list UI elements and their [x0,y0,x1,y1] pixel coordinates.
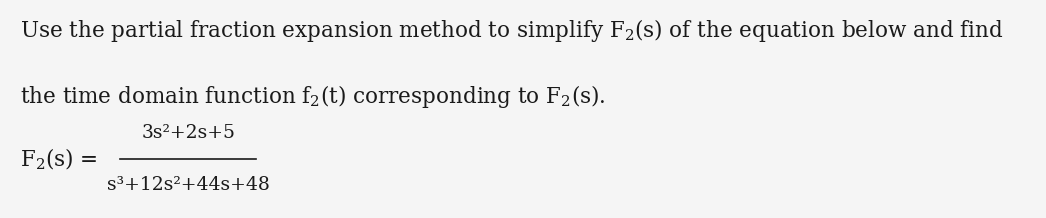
Text: s³+12s²+44s+48: s³+12s²+44s+48 [107,176,270,194]
Text: 3s²+2s+5: 3s²+2s+5 [141,124,235,142]
Text: Use the partial fraction expansion method to simplify $\mathregular{F_2}$(s) of : Use the partial fraction expansion metho… [20,17,1003,44]
Text: $\mathregular{F_2}$(s) =: $\mathregular{F_2}$(s) = [20,146,97,172]
Text: the time domain function $\mathregular{f_2}$(t) corresponding to $\mathregular{F: the time domain function $\mathregular{f… [20,83,606,110]
